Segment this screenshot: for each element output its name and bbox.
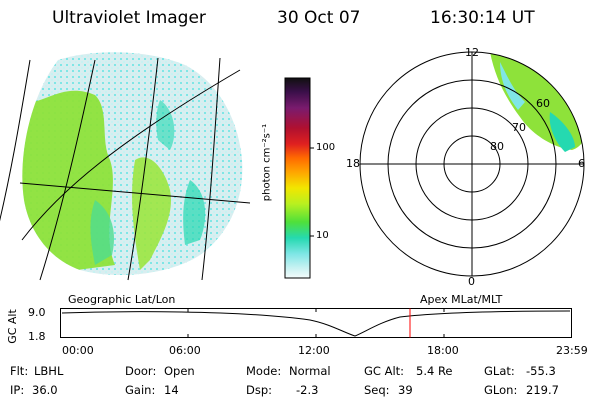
glon-value: 219.7: [526, 383, 559, 397]
lat-label-80: 80: [490, 140, 504, 153]
date-label: 30 Oct 07: [277, 8, 361, 28]
apex-label: Apex MLat/MLT: [420, 293, 503, 306]
time-tick-0600: 06:00: [169, 344, 201, 357]
altitude-ylabel: GC Alt: [5, 309, 19, 344]
polar-plot: [359, 51, 585, 277]
lat-label-60: 60: [536, 97, 550, 110]
mlt-label-12: 12: [465, 46, 479, 59]
gcalt-label: GC Alt:: [364, 364, 405, 378]
gain-label: Gain:: [125, 383, 156, 397]
mode-value: Normal: [289, 364, 331, 378]
mlt-label-18: 18: [346, 157, 360, 170]
gcalt-value: 5.4 Re: [416, 364, 453, 378]
time-tick-2359: 23:59: [556, 344, 588, 357]
glat-label: GLat:: [484, 364, 515, 378]
geographic-label: Geographic Lat/Lon: [68, 293, 176, 306]
geographic-image: [0, 52, 251, 281]
gain-value: 14: [164, 383, 179, 397]
door-value: Open: [164, 364, 195, 378]
time-label: 16:30:14 UT: [430, 8, 535, 28]
instrument-title: Ultraviolet Imager: [52, 8, 206, 28]
mlt-label-0: 0: [468, 275, 475, 288]
time-tick-1200: 12:00: [298, 344, 330, 357]
glon-label: GLon:: [484, 383, 518, 397]
filter-value: LBHL: [34, 364, 64, 378]
altitude-ytick-high: 9.0: [28, 306, 46, 319]
time-tick-1800: 18:00: [427, 344, 459, 357]
altitude-strip: [60, 308, 572, 338]
ip-label: IP:: [10, 383, 25, 397]
colorbar: [284, 77, 314, 279]
altitude-ytick-low: 1.8: [28, 330, 46, 343]
door-label: Door:: [125, 364, 157, 378]
colorbar-unit-label: photon cm⁻²s⁻¹: [261, 123, 273, 202]
dsp-label: Dsp:: [246, 383, 273, 397]
colorbar-tick-100: 100: [316, 142, 336, 153]
mlt-label-6: 6: [578, 157, 585, 170]
filter-label: Flt:: [10, 364, 29, 378]
colorbar-tick-10: 10: [316, 230, 329, 241]
dsp-value: -2.3: [296, 383, 319, 397]
mode-label: Mode:: [246, 364, 282, 378]
time-tick-0000: 00:00: [62, 344, 94, 357]
seq-label: Seq:: [364, 383, 390, 397]
seq-value: 39: [398, 383, 413, 397]
lat-label-70: 70: [512, 121, 526, 134]
glat-value: -55.3: [526, 364, 556, 378]
ip-value: 36.0: [32, 383, 58, 397]
